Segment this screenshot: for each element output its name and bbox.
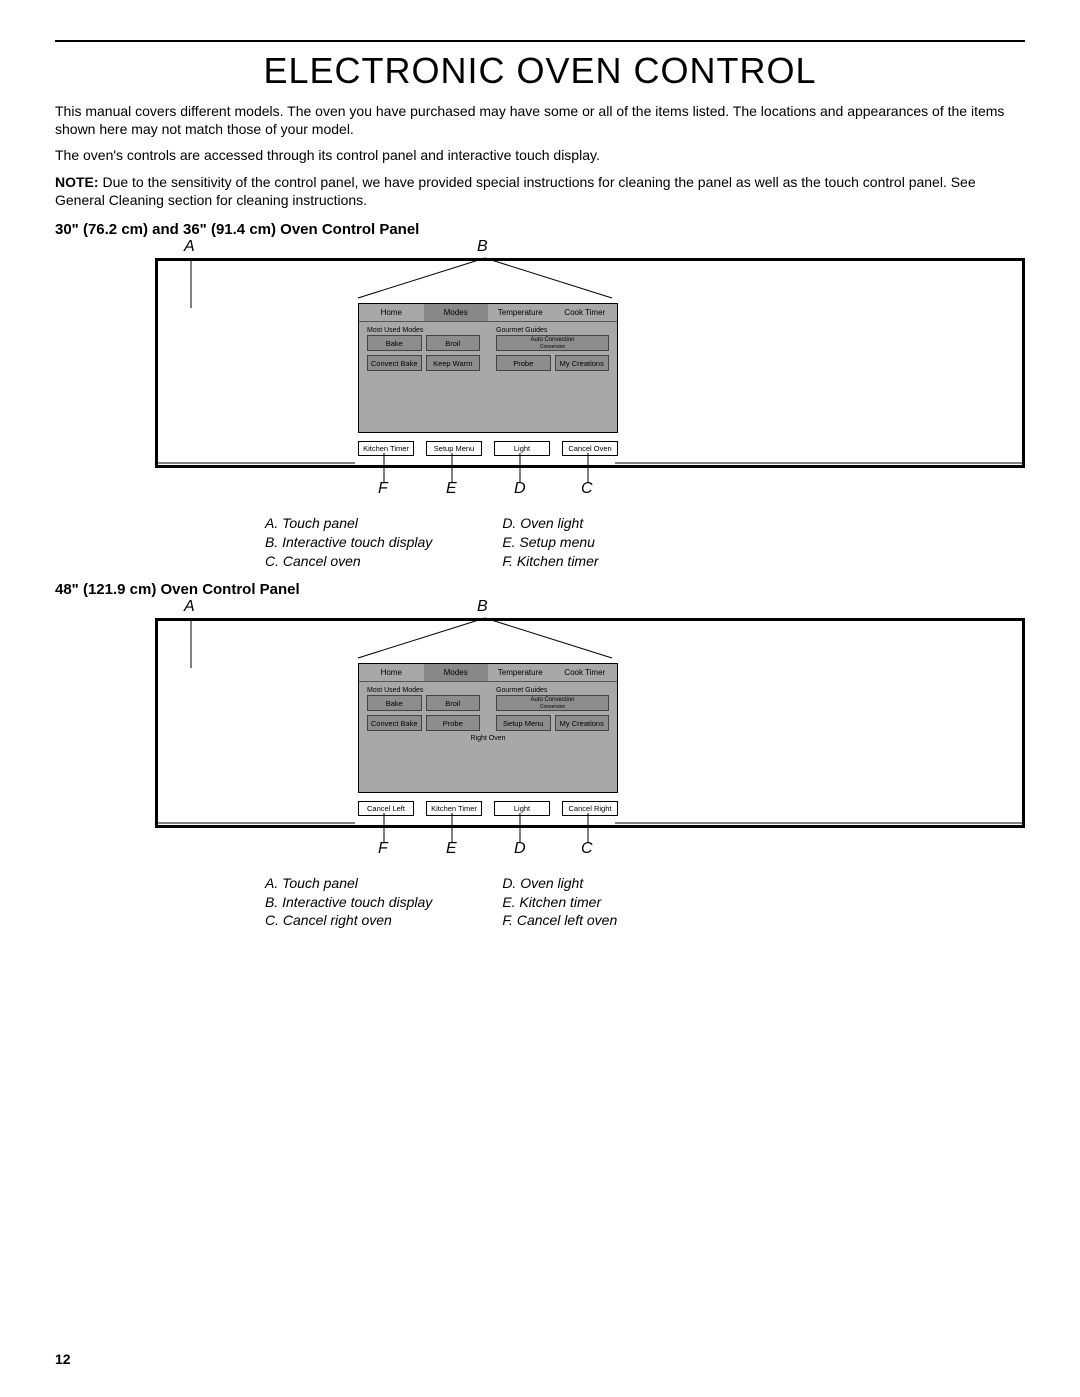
btn-broil-2: Broil xyxy=(426,695,481,711)
legend-d: D. Oven light xyxy=(502,514,598,533)
intro-paragraph-2: The oven's controls are accessed through… xyxy=(55,146,1025,164)
btn-auto-convection: Auto ConvectionConversion xyxy=(496,335,609,351)
gourmet-label-2: Gourmet Guides xyxy=(488,682,617,695)
legend-2: A. Touch panel B. Interactive touch disp… xyxy=(265,874,1025,931)
section2-heading: 48" (121.9 cm) Oven Control Panel xyxy=(55,581,1025,598)
btn-setup-menu-2: Setup Menu xyxy=(496,715,551,731)
btn-light-2: Light xyxy=(494,801,550,816)
label-f-2: F xyxy=(378,840,388,858)
touch-display: Home Modes Temperature Cook Timer Most U… xyxy=(358,303,618,433)
legend2-e: E. Kitchen timer xyxy=(502,893,617,912)
btn-my-creations: My Creations xyxy=(555,355,610,371)
page-title: ELECTRONIC OVEN CONTROL xyxy=(55,50,1025,92)
btn-light: Light xyxy=(494,441,550,456)
tab-home: Home xyxy=(359,304,424,321)
intro-paragraph-1: This manual covers different models. The… xyxy=(55,102,1025,138)
tab-cook-timer-2: Cook Timer xyxy=(553,664,618,681)
btn-cancel-right: Cancel Right xyxy=(562,801,618,816)
most-used-label-2: Most Used Modes xyxy=(359,682,488,695)
tab-cook-timer: Cook Timer xyxy=(553,304,618,321)
diagram-1: A B Home Modes Temperature Cook Timer Mo… xyxy=(55,238,1025,571)
right-oven-label: Right Oven xyxy=(359,731,617,742)
label-b: B xyxy=(477,238,488,256)
label-d-2: D xyxy=(514,840,526,858)
section1-heading: 30" (76.2 cm) and 36" (91.4 cm) Oven Con… xyxy=(55,221,1025,238)
btn-auto-convection-2: Auto ConvectionConversion xyxy=(496,695,609,711)
legend-f: F. Kitchen timer xyxy=(502,552,598,571)
legend2-b: B. Interactive touch display xyxy=(265,893,432,912)
tab-temperature-2: Temperature xyxy=(488,664,553,681)
legend2-c: C. Cancel right oven xyxy=(265,911,432,930)
control-panel-30-36: Home Modes Temperature Cook Timer Most U… xyxy=(155,258,1025,468)
btn-setup-menu: Setup Menu xyxy=(426,441,482,456)
legend-e: E. Setup menu xyxy=(502,533,598,552)
btn-kitchen-timer-2: Kitchen Timer xyxy=(426,801,482,816)
btn-probe: Probe xyxy=(496,355,551,371)
label-c: C xyxy=(581,480,593,498)
btn-probe-2: Probe xyxy=(426,715,481,731)
btn-keep-warm: Keep Warm xyxy=(426,355,481,371)
diagram-2: A B Home Modes Temperature Cook Timer Mo… xyxy=(55,598,1025,931)
label-c-2: C xyxy=(581,840,593,858)
fedc-row-2: F E D C xyxy=(155,840,1025,864)
tab-temperature: Temperature xyxy=(488,304,553,321)
touch-display-2: Home Modes Temperature Cook Timer Most U… xyxy=(358,663,618,793)
label-e-2: E xyxy=(446,840,457,858)
legend-c: C. Cancel oven xyxy=(265,552,432,571)
btn-bake-2: Bake xyxy=(367,695,422,711)
btn-my-creations-2: My Creations xyxy=(555,715,610,731)
legend-b: B. Interactive touch display xyxy=(265,533,432,552)
note-paragraph: NOTE: Due to the sensitivity of the cont… xyxy=(55,173,1025,209)
top-rule xyxy=(55,40,1025,42)
tab-home-2: Home xyxy=(359,664,424,681)
legend2-f: F. Cancel left oven xyxy=(502,911,617,930)
label-a: A xyxy=(184,238,195,256)
control-panel-48: Home Modes Temperature Cook Timer Most U… xyxy=(155,618,1025,828)
btn-kitchen-timer: Kitchen Timer xyxy=(358,441,414,456)
btn-convect-bake: Convect Bake xyxy=(367,355,422,371)
legend-a: A. Touch panel xyxy=(265,514,432,533)
btn-cancel-oven: Cancel Oven xyxy=(562,441,618,456)
tab-modes: Modes xyxy=(424,304,489,321)
most-used-label: Most Used Modes xyxy=(359,322,488,335)
btn-convect-bake-2: Convect Bake xyxy=(367,715,422,731)
label-a-2: A xyxy=(184,598,195,616)
legend-1: A. Touch panel B. Interactive touch disp… xyxy=(265,514,1025,571)
page-number: 12 xyxy=(55,1351,71,1367)
btn-cancel-left: Cancel Left xyxy=(358,801,414,816)
fedc-row-1: F E D C xyxy=(155,480,1025,504)
label-b-2: B xyxy=(477,598,488,616)
label-e: E xyxy=(446,480,457,498)
gourmet-label: Gourmet Guides xyxy=(488,322,617,335)
label-d: D xyxy=(514,480,526,498)
note-label: NOTE: xyxy=(55,174,99,190)
legend2-d: D. Oven light xyxy=(502,874,617,893)
label-f: F xyxy=(378,480,388,498)
tab-modes-2: Modes xyxy=(424,664,489,681)
btn-bake: Bake xyxy=(367,335,422,351)
legend2-a: A. Touch panel xyxy=(265,874,432,893)
note-text: Due to the sensitivity of the control pa… xyxy=(55,174,976,208)
btn-broil: Broil xyxy=(426,335,481,351)
